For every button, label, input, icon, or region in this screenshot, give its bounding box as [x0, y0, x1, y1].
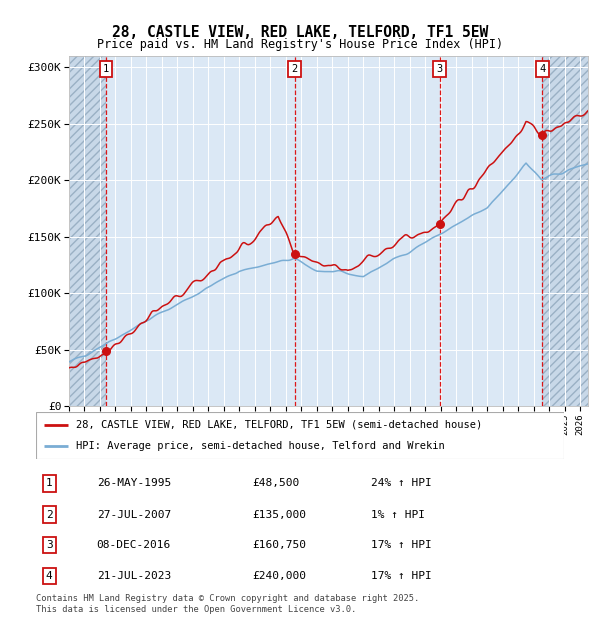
Bar: [542, 56, 588, 406]
Text: 2: 2: [46, 510, 53, 520]
Text: 17% ↑ HPI: 17% ↑ HPI: [371, 571, 432, 581]
Text: 3: 3: [46, 540, 53, 550]
Text: This data is licensed under the Open Government Licence v3.0.: This data is licensed under the Open Gov…: [36, 605, 356, 614]
Text: 27-JUL-2007: 27-JUL-2007: [97, 510, 171, 520]
Bar: [69, 56, 106, 406]
Text: 4: 4: [46, 571, 53, 581]
Text: Contains HM Land Registry data © Crown copyright and database right 2025.: Contains HM Land Registry data © Crown c…: [36, 595, 419, 603]
Text: 28, CASTLE VIEW, RED LAKE, TELFORD, TF1 5EW (semi-detached house): 28, CASTLE VIEW, RED LAKE, TELFORD, TF1 …: [76, 420, 482, 430]
Text: 1: 1: [46, 479, 53, 489]
Text: 28, CASTLE VIEW, RED LAKE, TELFORD, TF1 5EW: 28, CASTLE VIEW, RED LAKE, TELFORD, TF1 …: [112, 25, 488, 40]
Text: 08-DEC-2016: 08-DEC-2016: [97, 540, 171, 550]
Text: 2: 2: [292, 64, 298, 74]
Text: £160,750: £160,750: [253, 540, 307, 550]
Text: 3: 3: [437, 64, 443, 74]
Text: HPI: Average price, semi-detached house, Telford and Wrekin: HPI: Average price, semi-detached house,…: [76, 441, 445, 451]
Text: 26-MAY-1995: 26-MAY-1995: [97, 479, 171, 489]
Text: 21-JUL-2023: 21-JUL-2023: [97, 571, 171, 581]
Text: £135,000: £135,000: [253, 510, 307, 520]
Text: 1: 1: [103, 64, 109, 74]
Text: 1% ↑ HPI: 1% ↑ HPI: [371, 510, 425, 520]
Text: £48,500: £48,500: [253, 479, 300, 489]
Text: Price paid vs. HM Land Registry's House Price Index (HPI): Price paid vs. HM Land Registry's House …: [97, 38, 503, 51]
Text: £240,000: £240,000: [253, 571, 307, 581]
Text: 24% ↑ HPI: 24% ↑ HPI: [371, 479, 432, 489]
Text: 17% ↑ HPI: 17% ↑ HPI: [371, 540, 432, 550]
Text: 4: 4: [539, 64, 545, 74]
